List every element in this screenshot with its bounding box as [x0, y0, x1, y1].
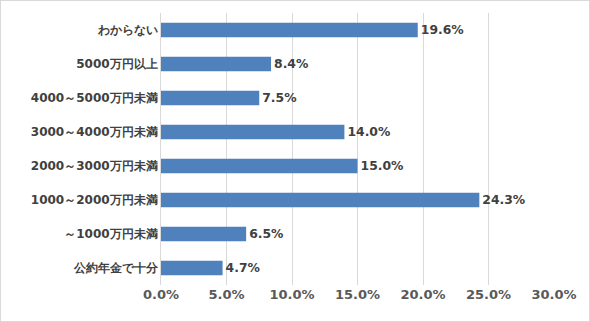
svg-text:わからない: わからない [97, 23, 158, 37]
svg-text:公約年金で十分: 公約年金で十分 [73, 261, 159, 275]
svg-text:4000～5000万円未満: 4000～5000万円未満 [31, 91, 158, 105]
svg-text:6.5%: 6.5% [249, 227, 283, 241]
svg-text:5.0%: 5.0% [208, 287, 244, 302]
svg-text:8.4%: 8.4% [274, 57, 308, 71]
svg-text:3000～4000万円未満: 3000～4000万円未満 [31, 125, 158, 139]
svg-text:5000万円以上: 5000万円以上 [76, 57, 157, 71]
svg-text:15.0%: 15.0% [335, 287, 380, 302]
svg-text:1000～2000万円未満: 1000～2000万円未満 [31, 193, 158, 207]
svg-text:15.0%: 15.0% [361, 159, 404, 173]
svg-text:～1000万円未満: ～1000万円未満 [64, 227, 157, 241]
svg-text:25.0%: 25.0% [466, 287, 511, 302]
svg-text:30.0%: 30.0% [531, 287, 576, 302]
svg-text:4.7%: 4.7% [226, 261, 260, 275]
svg-text:7.5%: 7.5% [262, 91, 296, 105]
svg-text:0.0%: 0.0% [143, 287, 179, 302]
svg-text:14.0%: 14.0% [347, 125, 390, 139]
svg-text:19.6%: 19.6% [421, 23, 464, 37]
svg-text:24.3%: 24.3% [482, 193, 525, 207]
svg-text:10.0%: 10.0% [269, 287, 314, 302]
svg-text:2000～3000万円未満: 2000～3000万円未満 [31, 159, 158, 173]
svg-text:20.0%: 20.0% [400, 287, 445, 302]
